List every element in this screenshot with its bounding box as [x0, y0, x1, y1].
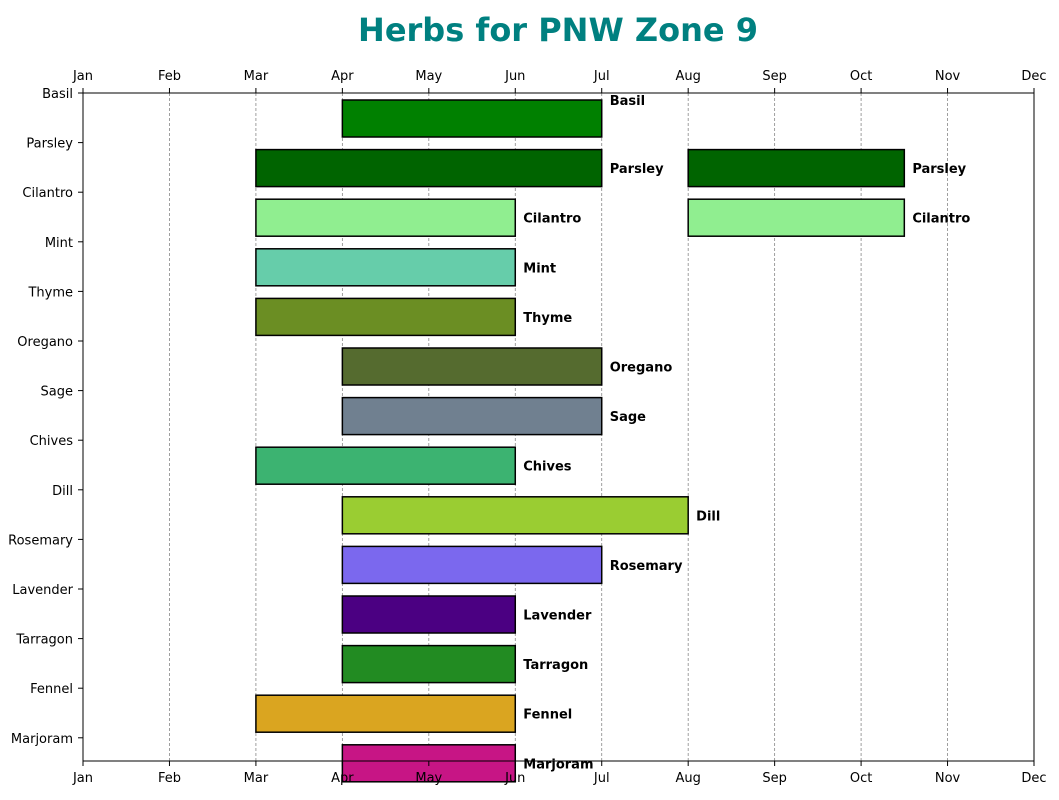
x-ticks-top: Jan Feb Mar Apr May Jun Jul Aug Sep Oct Nov Dec	[72, 69, 1047, 93]
x-tick-label-bottom-mar: Mar	[244, 771, 269, 786]
x-tick-label-bottom-nov: Nov	[935, 771, 961, 786]
y-tick-label-basil: Basil	[42, 87, 73, 102]
x-tick-label-top-apr: Apr	[331, 69, 354, 84]
x-ticks-bottom: Jan Feb Mar Apr May Jun Jul Aug Sep Oct Nov Dec	[72, 761, 1047, 786]
x-tick-label-bottom-jul: Jul	[593, 771, 610, 786]
y-ticks: Basil Parsley Cilantro Mint Thyme Oregano Sage…	[8, 87, 83, 747]
x-tick-label-top-feb: Feb	[158, 69, 181, 84]
bar-dill-1	[341, 496, 689, 535]
y-tick-label-lavender: Lavender	[12, 583, 73, 598]
y-tick-label-mint: Mint	[45, 236, 73, 251]
bar-label-thyme-1: Thyme	[523, 311, 572, 326]
x-tick-label-top-oct: Oct	[850, 69, 872, 84]
x-tick-label-top-may: May	[415, 69, 442, 84]
y-tick-label-tarragon: Tarragon	[15, 633, 73, 648]
x-tick-label-bottom-may: May	[415, 771, 442, 786]
y-tick-label-thyme: Thyme	[27, 285, 73, 300]
bar-label-fennel-1: Fennel	[523, 708, 572, 723]
bar-cilantro-1	[255, 198, 517, 237]
plot-frame	[82, 92, 1035, 762]
x-tick-label-top-nov: Nov	[935, 69, 961, 84]
bar-label-marjoram-1: Marjoram	[523, 757, 593, 772]
bar-label-oregano-1: Oregano	[610, 361, 673, 376]
bar-label-sage-1: Sage	[610, 410, 646, 425]
bar-parsley-2	[687, 148, 906, 188]
x-tick-label-bottom-dec: Dec	[1021, 771, 1046, 786]
x-tick-label-top-jun: Jun	[504, 69, 525, 84]
y-tick-label-parsley: Parsley	[26, 137, 73, 152]
x-tick-label-bottom-jan: Jan	[72, 771, 93, 786]
x-tick-label-bottom-feb: Feb	[158, 771, 181, 786]
x-tick-label-top-sep: Sep	[762, 69, 787, 84]
bar-cilantro-2	[687, 198, 906, 237]
bar-thyme-1	[255, 297, 517, 337]
y-tick-label-fennel: Fennel	[30, 682, 73, 697]
bar-sage-1	[341, 396, 603, 436]
x-tick-label-top-jul: Jul	[593, 69, 610, 84]
x-tick-label-top-dec: Dec	[1021, 69, 1046, 84]
y-tick-label-dill: Dill	[52, 484, 73, 499]
bar-chives-1	[255, 446, 517, 485]
y-tick-label-oregano: Oregano	[17, 335, 73, 350]
x-tick-label-bottom-aug: Aug	[675, 771, 700, 786]
y-tick-label-marjoram: Marjoram	[11, 732, 73, 747]
x-tick-label-top-jan: Jan	[72, 69, 93, 84]
x-tick-label-bottom-jun: Jun	[504, 771, 525, 786]
x-tick-label-bottom-apr: Apr	[331, 771, 354, 786]
bar-mint-1	[255, 248, 517, 287]
y-tick-label-sage: Sage	[41, 385, 73, 400]
bar-tarragon-1	[341, 644, 517, 684]
bar-label-cilantro-1: Cilantro	[523, 212, 581, 227]
bar-label-chives-1: Chives	[523, 460, 572, 475]
bar-label-basil-1: Basil	[610, 94, 645, 109]
bar-label-lavender-1: Lavender	[523, 609, 592, 624]
bar-label-tarragon-1: Tarragon	[523, 658, 588, 673]
bar-label-rosemary-1: Rosemary	[610, 559, 683, 574]
bar-parsley-1	[255, 148, 603, 188]
bar-label-cilantro-2: Cilantro	[912, 212, 970, 227]
y-tick-label-chives: Chives	[30, 434, 74, 449]
bar-label-parsley-2: Parsley	[912, 162, 966, 177]
y-tick-label-rosemary: Rosemary	[8, 533, 73, 548]
x-tick-label-top-aug: Aug	[675, 69, 700, 84]
x-tick-label-bottom-oct: Oct	[850, 771, 872, 786]
chart-title: Herbs for PNW Zone 9	[358, 11, 758, 49]
bar-basil-1	[341, 99, 603, 138]
bar-label-parsley-1: Parsley	[610, 162, 664, 177]
bar-label-dill-1: Dill	[696, 509, 720, 524]
bar-lavender-1	[341, 595, 517, 634]
y-tick-label-cilantro: Cilantro	[22, 186, 73, 201]
x-tick-label-top-mar: Mar	[244, 69, 269, 84]
bar-oregano-1	[341, 347, 603, 386]
bar-rosemary-1	[341, 545, 603, 585]
bar-label-mint-1: Mint	[523, 261, 556, 276]
bar-fennel-1	[255, 694, 517, 733]
bars-group	[255, 99, 906, 783]
x-tick-label-bottom-sep: Sep	[762, 771, 787, 786]
